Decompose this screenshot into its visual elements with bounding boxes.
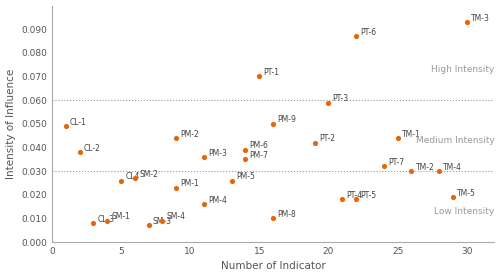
Point [172, 136, 180, 140]
Point [242, 148, 250, 152]
Point [228, 178, 235, 183]
Point [200, 202, 208, 206]
Point [394, 136, 402, 140]
Point [269, 216, 277, 220]
Text: TM-1: TM-1 [402, 130, 420, 138]
X-axis label: Number of Indicator: Number of Indicator [221, 261, 326, 271]
Text: CL-2: CL-2 [84, 144, 100, 153]
Point [62, 124, 70, 128]
Point [338, 197, 346, 202]
Text: PT-4: PT-4 [346, 191, 362, 200]
Text: PT-7: PT-7 [388, 158, 404, 167]
Y-axis label: Intensity of Influence: Intensity of Influence [6, 69, 16, 179]
Point [310, 140, 318, 145]
Text: PM-5: PM-5 [236, 172, 255, 181]
Text: PM-1: PM-1 [180, 179, 199, 188]
Text: CL-3: CL-3 [98, 215, 114, 224]
Text: PM-7: PM-7 [250, 151, 268, 160]
Point [200, 155, 208, 159]
Text: PT-3: PT-3 [332, 94, 349, 103]
Text: SM-2: SM-2 [139, 170, 158, 179]
Text: PT-1: PT-1 [264, 68, 280, 77]
Text: PM-4: PM-4 [208, 196, 227, 205]
Point [103, 219, 111, 223]
Point [256, 74, 264, 79]
Text: PT-2: PT-2 [319, 134, 335, 143]
Point [172, 185, 180, 190]
Text: SM-1: SM-1 [112, 212, 130, 221]
Text: SM-3: SM-3 [153, 217, 172, 226]
Text: CL4: CL4 [125, 172, 140, 181]
Point [380, 164, 388, 169]
Text: PT-6: PT-6 [360, 28, 376, 37]
Point [131, 176, 139, 180]
Point [158, 219, 166, 223]
Point [463, 20, 471, 24]
Point [449, 195, 457, 199]
Point [269, 122, 277, 126]
Text: TM-2: TM-2 [416, 163, 434, 172]
Point [242, 157, 250, 161]
Text: TM-4: TM-4 [444, 163, 462, 172]
Point [117, 178, 125, 183]
Point [144, 223, 152, 228]
Text: SM-4: SM-4 [166, 212, 186, 221]
Point [408, 169, 416, 173]
Point [352, 197, 360, 202]
Text: PT-5: PT-5 [360, 191, 376, 200]
Text: TM-3: TM-3 [471, 14, 490, 23]
Point [90, 221, 98, 225]
Text: PM-8: PM-8 [278, 210, 296, 219]
Text: PM-9: PM-9 [278, 116, 296, 124]
Text: Low Intensity: Low Intensity [434, 207, 494, 216]
Text: High Intensity: High Intensity [431, 65, 494, 74]
Point [352, 34, 360, 39]
Text: Medium Intensity: Medium Intensity [416, 136, 494, 145]
Text: PM-2: PM-2 [180, 130, 199, 138]
Text: PM-3: PM-3 [208, 148, 227, 158]
Point [324, 100, 332, 105]
Text: CL-1: CL-1 [70, 118, 86, 127]
Point [435, 169, 443, 173]
Point [76, 150, 84, 154]
Text: PM-6: PM-6 [250, 142, 268, 150]
Text: TM-5: TM-5 [457, 189, 476, 198]
